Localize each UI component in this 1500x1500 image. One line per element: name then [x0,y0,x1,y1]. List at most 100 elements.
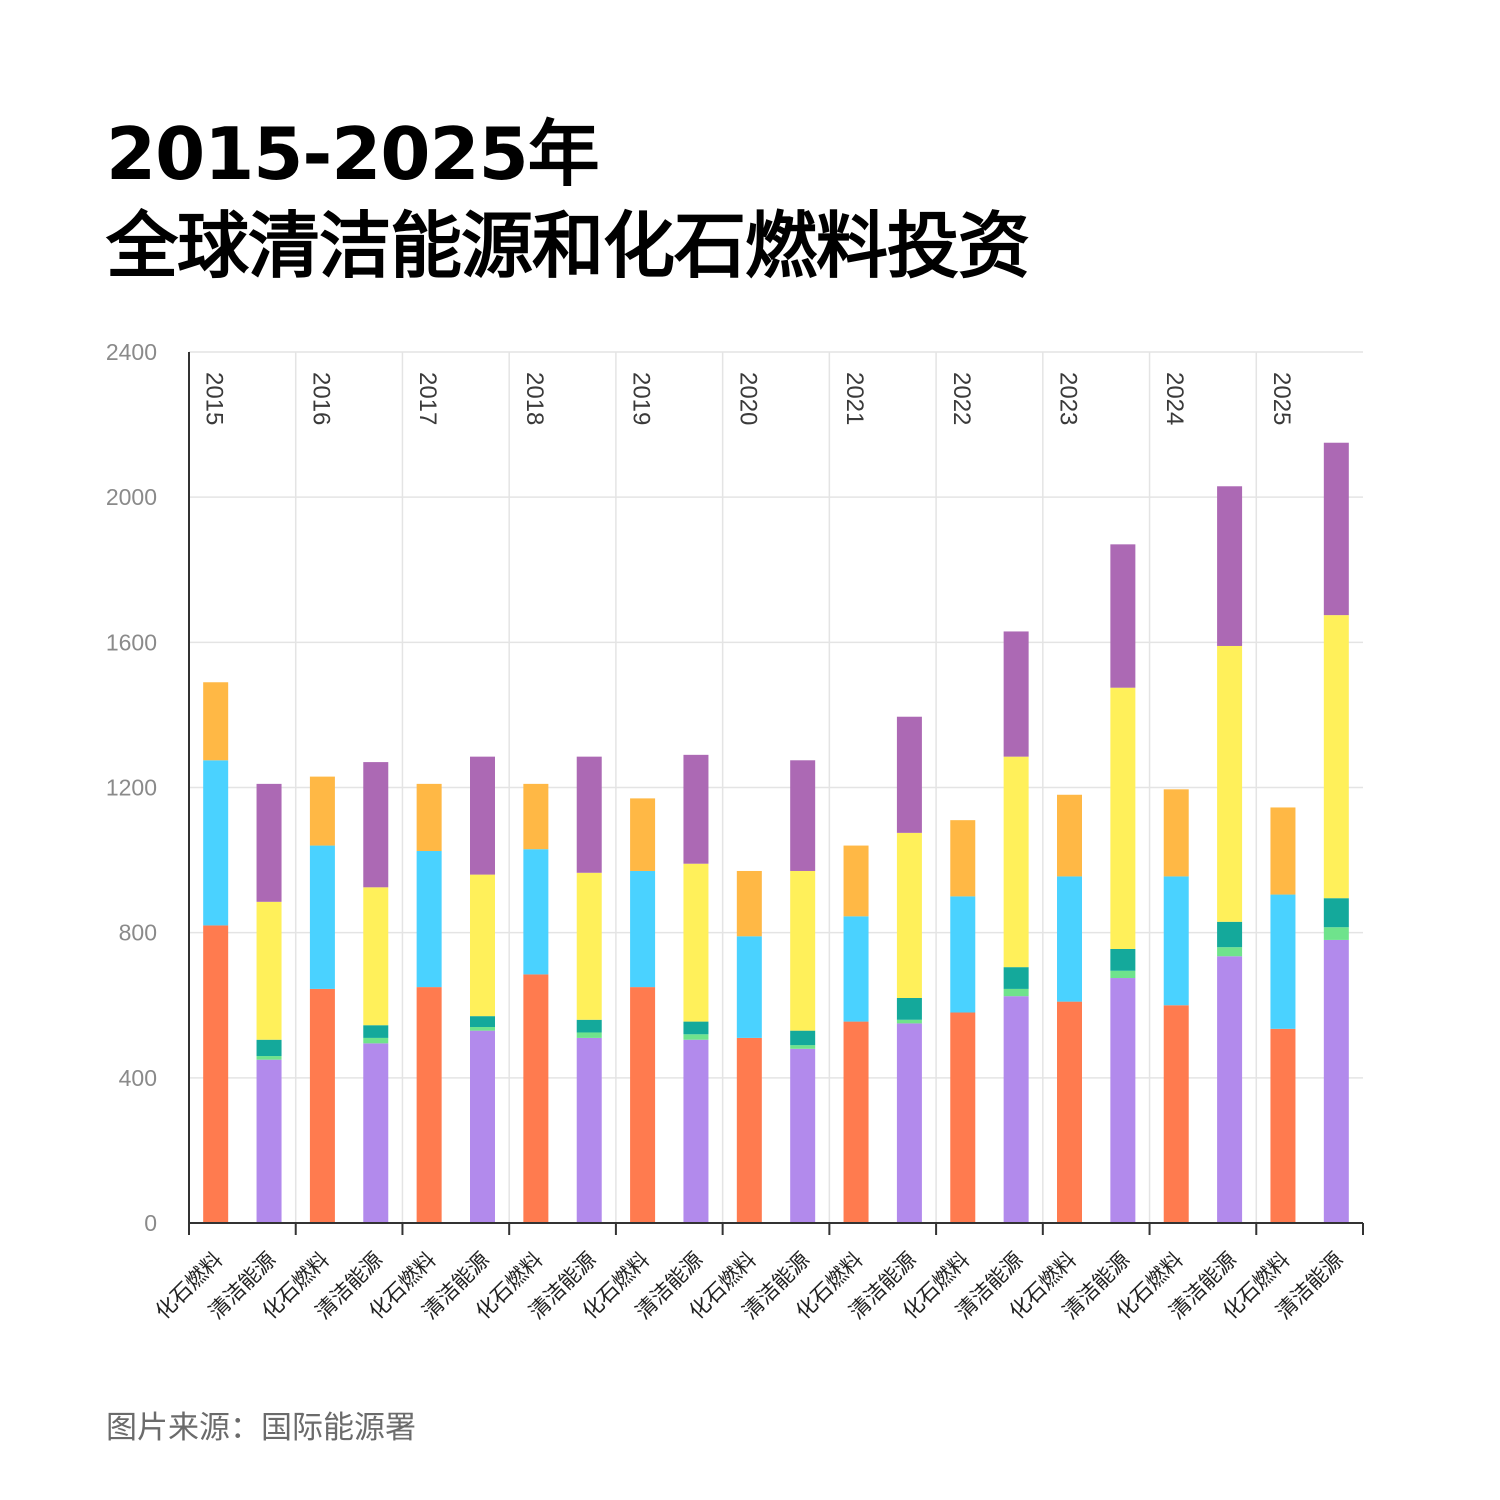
y-tick-label: 2000 [106,484,157,510]
bar-segment [576,1019,602,1033]
stacked-bar-chart: 0 400 800 1200 1600 2000 2400 2015 2016 2017 2018 2… [106,339,1364,1324]
bar-segment [896,997,922,1020]
bar-segment [470,1016,495,1028]
bar-segment [203,760,229,926]
bar-segment [309,845,335,989]
bar-segment [630,987,656,1223]
bar-segment [1270,1028,1296,1223]
bar-segment [470,1030,495,1223]
year-label: 2023 [1055,372,1082,425]
bar-segment [416,987,442,1223]
bar-segment [1217,645,1243,922]
bar-segment [523,849,549,975]
bar-segment [950,896,976,1013]
bar-segment [736,936,762,1038]
bar-segment [630,870,656,988]
bar-segment [683,1034,709,1040]
bar-segment [1217,921,1243,948]
year-label: 2021 [841,372,868,425]
bar-segment [1163,789,1189,877]
bar-segment [256,1059,282,1223]
chart-title-line-1: 2015-2025年 [106,112,600,196]
y-tick-label: 1600 [106,629,157,655]
bar-segment [1163,876,1189,1006]
bar-segment [203,682,229,761]
bar-segment [683,863,709,1022]
bar-segment [790,1048,816,1223]
bar-segment [576,1032,602,1038]
bar-segment [1323,615,1349,899]
bar-segment [790,1030,816,1046]
bar-segment [950,1012,976,1223]
y-tick-label: 800 [119,920,157,946]
bar-segment [1323,898,1349,928]
y-tick-label: 2400 [106,339,157,365]
bar-segment [1057,876,1082,1002]
bar-segment [1110,687,1136,949]
bar-segment [256,783,282,902]
bar-segment [736,1037,762,1223]
bar-segment [1163,1005,1189,1223]
bar-segment [1110,978,1136,1223]
bar-segment [309,988,335,1223]
bar-segment [896,1019,922,1024]
y-tick-label: 400 [119,1065,157,1091]
source-note: 图片来源：国际能源署 [106,1410,416,1446]
chart-title: 2015-2025年 全球清洁能源和化石燃料投资 [106,108,1030,292]
bar-segment [1003,996,1029,1223]
bar-segment [1323,927,1349,940]
bar-segment [256,1056,282,1060]
bar-segment [790,870,816,1031]
year-label: 2024 [1161,372,1188,425]
year-label: 2022 [948,372,975,425]
bar-segment [363,1037,389,1044]
bar-segment [683,1021,709,1035]
bar-segment [1270,894,1296,1029]
y-tick-label: 1200 [106,775,157,801]
bar-segment [1217,947,1243,957]
year-label: 2019 [628,372,655,425]
year-label: 2020 [734,372,761,425]
bar-segment [576,872,602,1020]
bar-segment [470,756,495,875]
bar-segment [896,832,922,998]
year-label: 2025 [1268,372,1295,425]
y-tick-label: 0 [144,1210,157,1236]
bar-segment [1217,956,1243,1223]
bar-segment [576,1037,602,1223]
bar-segment [523,974,549,1223]
bar-segment [843,1021,869,1223]
bar-segment [1003,631,1029,757]
year-label: 2018 [521,372,548,425]
bar-segment [523,783,549,850]
year-label: 2015 [201,372,228,425]
bar-segment [256,901,282,1040]
bar-segment [1057,794,1082,877]
bar-segment [416,851,442,988]
bar-segment [843,916,869,1022]
bar-segment [790,1045,816,1049]
bar-segment [630,798,656,871]
chart-title-line-2: 全球清洁能源和化石燃料投资 [106,204,1030,288]
bar-segment [1110,970,1136,979]
bar-segment [309,776,335,846]
bar-segment [470,1027,495,1031]
bar-segment [896,1023,922,1223]
bar-segment [363,1025,389,1038]
bar-segment [683,754,709,864]
year-label: 2016 [307,372,334,425]
bar-segment [896,716,922,833]
bar-segment [416,783,442,852]
bar-segment [843,845,869,917]
bar-segment [363,762,389,888]
bar-segment [256,1039,282,1057]
bar-segment [736,870,762,937]
bar-segment [1003,988,1029,997]
bar-segment [203,925,229,1223]
bar-segment [1110,544,1136,688]
bar-segment [576,756,602,873]
bar-segment [1217,486,1243,646]
bar-segment [1003,756,1029,968]
bar-segment [363,887,389,1026]
bar-segment [1057,1001,1082,1223]
